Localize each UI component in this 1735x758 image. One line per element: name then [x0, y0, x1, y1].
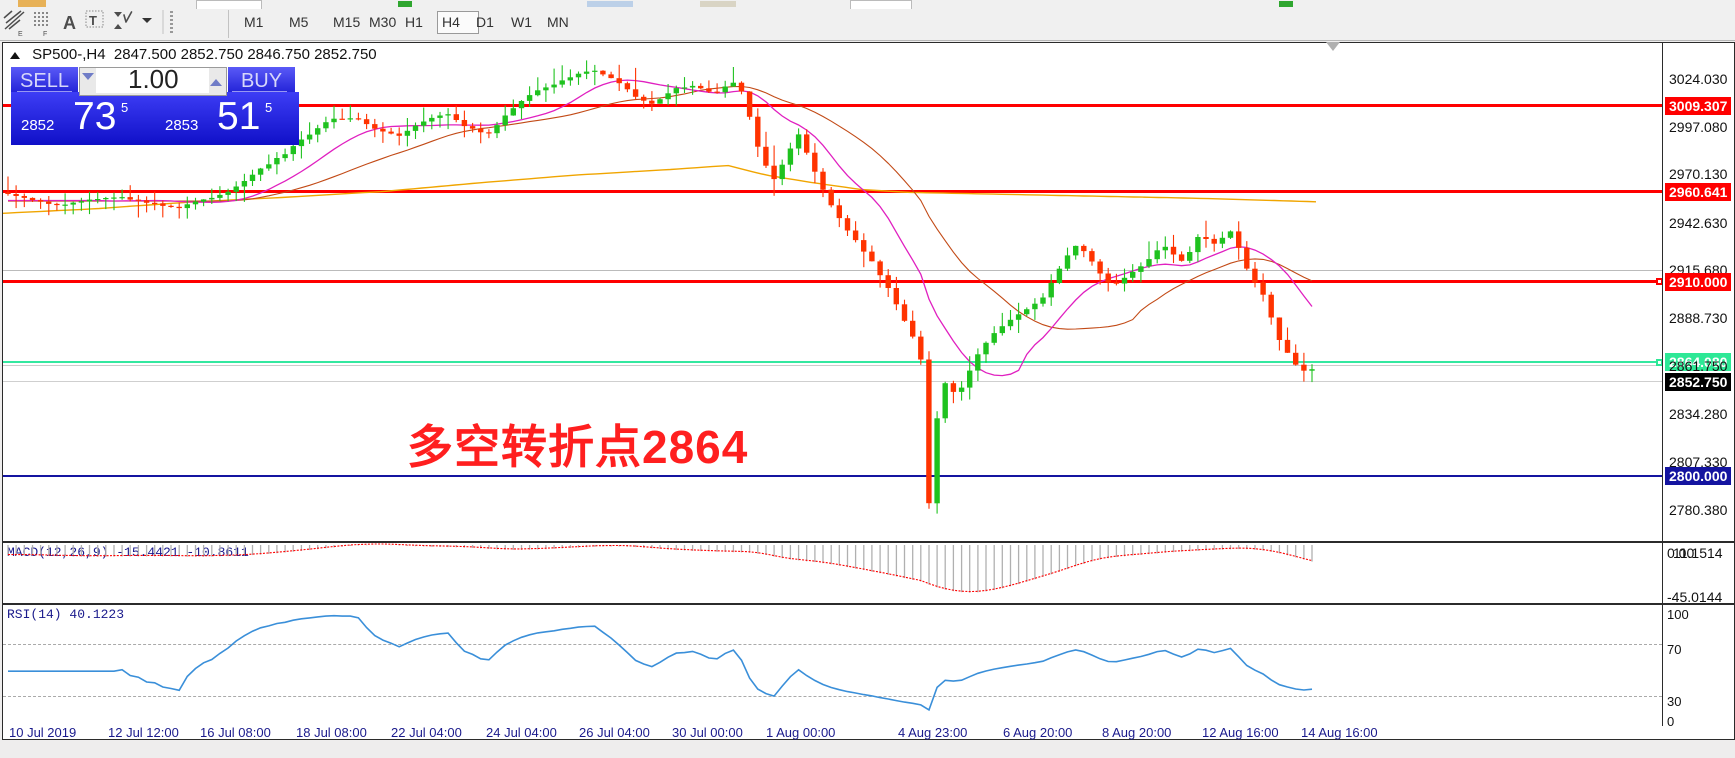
svg-text:A: A — [63, 13, 76, 33]
svg-text:E: E — [18, 31, 23, 38]
svg-text:T: T — [89, 13, 97, 28]
svg-text:F: F — [43, 31, 47, 38]
